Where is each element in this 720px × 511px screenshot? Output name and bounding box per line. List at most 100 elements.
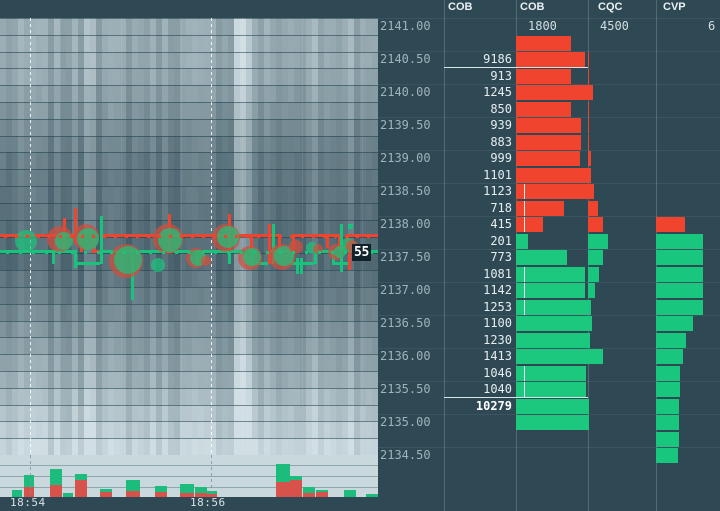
ask-tick-dot [257, 235, 260, 238]
time-axis-label: 18:56 [190, 496, 226, 509]
dom-header-cvp-3[interactable]: CVP [663, 1, 686, 13]
dom-header-cob-0[interactable]: COB [448, 1, 473, 13]
dom-scale-value: 4500 [600, 19, 629, 33]
volume-bar-sell [207, 494, 217, 497]
time-axis[interactable]: 18:54 18:56 [0, 496, 378, 511]
bid-line-riser [52, 250, 55, 264]
candle-wick [74, 254, 77, 268]
volume-bar-buy [50, 469, 62, 485]
bid-line-segment [74, 262, 100, 265]
cob-bid-bar [516, 349, 603, 364]
dom-price-gridline [378, 117, 720, 118]
bid-tick-dot [58, 251, 61, 254]
dom-order-size[interactable]: 1142 [483, 283, 512, 297]
cvp-bid-bar [656, 365, 680, 381]
dom-order-size[interactable]: 9186 [483, 52, 512, 66]
volume-bar-buy [75, 474, 87, 480]
bid-tick-dot [45, 251, 48, 254]
ask-line-riser [326, 234, 329, 248]
heatmap-gridline [0, 387, 378, 389]
dom-order-size[interactable]: 999 [490, 151, 512, 165]
dom-order-size[interactable]: 1123 [483, 184, 512, 198]
dom-column-separator [444, 0, 445, 511]
volume-bar-buy [155, 486, 167, 492]
bid-tick-dot [201, 251, 204, 254]
dom-order-size[interactable]: 1081 [483, 266, 512, 281]
dom-order-size[interactable]: 1413 [483, 349, 512, 363]
dom-order-size[interactable]: 913 [490, 68, 512, 83]
candle-wick [100, 216, 103, 250]
dom-order-size[interactable]: 10279 [475, 398, 512, 413]
heatmap-row [0, 303, 378, 321]
heatmap-row [0, 135, 378, 153]
heatmap-row [0, 438, 378, 455]
dom-price-label: 2140.50 [380, 52, 431, 66]
dom-ladder-pane[interactable]: COB COB CQC CVP 1800 4500 6 2141.00 2140.50 918… [378, 0, 720, 511]
dom-order-size[interactable]: 415 [490, 217, 512, 231]
cob-bid-bar [516, 266, 585, 282]
dom-price-label: 2137.50 [380, 250, 431, 264]
ask-tick-dot [268, 235, 271, 238]
dom-order-size[interactable]: 1040 [483, 382, 512, 396]
dom-header-cqc-2[interactable]: CQC [598, 1, 623, 13]
dom-order-size[interactable]: 883 [490, 134, 512, 149]
volume-bar-sell [100, 492, 112, 497]
heatmap-chart-pane[interactable]: 55 18:54 18:56 [0, 0, 378, 511]
ask-tick-dot [301, 235, 304, 238]
cob-bid-bar [516, 365, 586, 381]
heatmap-gridline [0, 34, 378, 36]
dom-price-gridline [378, 51, 720, 52]
last-price-tag: 55 [352, 244, 372, 261]
bid-tick-dot [331, 251, 334, 254]
dom-order-size[interactable]: 1253 [483, 299, 512, 314]
volume-bar-buy [276, 464, 290, 482]
ask-tick-dot [235, 235, 238, 238]
volume-bar-buy [126, 480, 140, 491]
volume-bar-buy [207, 491, 217, 494]
ask-line-riser [338, 234, 341, 248]
cvp-bid-bar [656, 398, 679, 414]
price-trace-overlay [0, 18, 378, 455]
volume-bar-sell [75, 480, 87, 497]
heatmap-gridline [0, 421, 378, 423]
volume-bar-buy [24, 475, 34, 487]
cob-ask-bar [516, 151, 580, 166]
time-axis-label: 18:54 [10, 496, 46, 509]
dom-order-size[interactable]: 201 [490, 233, 512, 248]
cqc-ask-bar [588, 134, 589, 150]
ask-tick-dot [213, 235, 216, 238]
heatmap-row [0, 102, 378, 120]
best-bid-separator [444, 396, 588, 398]
dom-order-size[interactable]: 1230 [483, 332, 512, 347]
cob-ask-bar [516, 167, 589, 183]
volume-bar-sell [50, 485, 62, 497]
cvp-bid-bar [656, 448, 678, 463]
cob-bid-bar [516, 233, 528, 249]
volume-bar-buy [290, 476, 302, 480]
dom-order-size[interactable]: 718 [490, 200, 512, 215]
heatmap-row [0, 387, 378, 405]
dom-order-size[interactable]: 939 [490, 118, 512, 132]
dom-order-size[interactable]: 1245 [483, 85, 512, 99]
dom-price-gridline [378, 447, 720, 448]
dom-order-size[interactable]: 850 [490, 101, 512, 116]
bid-tick-dot [175, 251, 178, 254]
ask-tick-dot [191, 235, 194, 238]
dom-order-size[interactable]: 1101 [483, 167, 512, 182]
dom-order-size[interactable]: 1046 [483, 365, 512, 380]
heatmap-row [0, 118, 378, 136]
dom-order-size[interactable]: 1100 [483, 316, 512, 330]
heatmap-gridline [0, 118, 378, 120]
cqc-bid-bar [588, 250, 603, 265]
ask-tick-dot [59, 235, 62, 238]
bid-tick-dot [279, 251, 282, 254]
cqc-ask-bar [588, 101, 589, 117]
buy-trade-bubble [15, 230, 37, 252]
dom-order-size[interactable]: 773 [490, 250, 512, 264]
cvp-bid-bar [656, 250, 703, 265]
dom-price-label: 2135.00 [380, 415, 431, 429]
dom-price-label: 2137.00 [380, 283, 431, 297]
bid-tick-dot [188, 251, 191, 254]
dom-header-cob-1[interactable]: COB [520, 1, 545, 13]
cqc-bid-bar [588, 283, 595, 298]
